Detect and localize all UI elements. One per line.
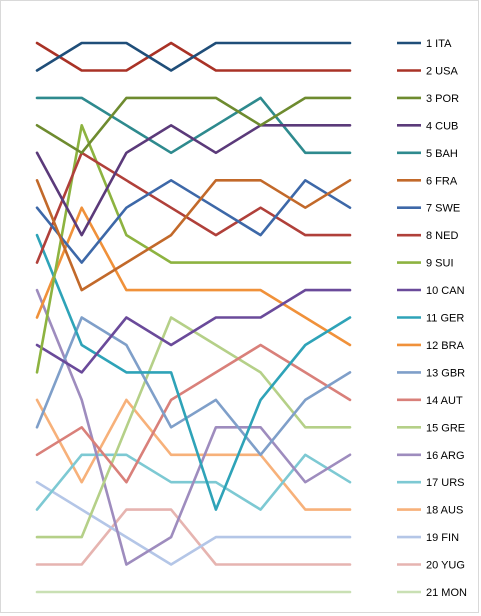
legend-item: 17 URS bbox=[397, 477, 465, 489]
legend-label: 3 POR bbox=[426, 93, 459, 105]
series-line-8-ned bbox=[35, 151, 352, 264]
legend-item: 11 GER bbox=[397, 313, 464, 325]
series-line-10-can bbox=[35, 288, 352, 374]
legend-label: 6 FRA bbox=[426, 175, 458, 187]
legend-item: 8 NED bbox=[397, 230, 458, 242]
legend-item: 21 MON bbox=[397, 587, 467, 599]
series-line-9-sui bbox=[35, 124, 352, 374]
legend-item: 9 SUI bbox=[397, 258, 454, 270]
series-line-16-arg bbox=[35, 288, 352, 566]
legend-label: 16 ARG bbox=[426, 450, 465, 462]
legend-label: 20 YUG bbox=[426, 560, 465, 572]
legend-item: 20 YUG bbox=[397, 560, 465, 572]
legend-label: 14 AUT bbox=[426, 395, 463, 407]
legend-label: 1 ITA bbox=[426, 38, 452, 50]
legend-label: 12 BRA bbox=[426, 340, 465, 352]
series-line-14-aut bbox=[35, 343, 352, 484]
legend-item: 5 BAH bbox=[397, 148, 458, 160]
series-line-4-cub bbox=[35, 124, 352, 237]
legend-label: 15 GRE bbox=[426, 422, 465, 434]
legend-item: 6 FRA bbox=[397, 175, 458, 187]
legend: 1 ITA 2 USA 3 POR 4 CUB 5 BAH 6 FRA 7 SWE 8 NED… bbox=[397, 38, 467, 599]
legend-item: 15 GRE bbox=[397, 422, 465, 434]
legend-item: 19 FIN bbox=[397, 532, 459, 544]
legend-label: 19 FIN bbox=[426, 532, 459, 544]
legend-item: 7 SWE bbox=[397, 203, 460, 215]
legend-label: 11 GER bbox=[426, 313, 464, 325]
legend-label: 18 AUS bbox=[426, 505, 463, 517]
legend-item: 4 CUB bbox=[397, 120, 458, 132]
legend-item: 16 ARG bbox=[397, 450, 465, 462]
legend-label: 2 USA bbox=[426, 66, 458, 78]
legend-item: 3 POR bbox=[397, 93, 459, 105]
legend-item: 10 CAN bbox=[397, 285, 465, 297]
series-line-11-ger bbox=[35, 233, 352, 511]
legend-item: 14 AUT bbox=[397, 395, 463, 407]
series-line-19-fin bbox=[35, 480, 352, 566]
legend-label: 13 GBR bbox=[426, 367, 465, 379]
legend-item: 1 ITA bbox=[397, 38, 452, 50]
series-line-6-fra bbox=[35, 179, 352, 292]
legend-item: 18 AUS bbox=[397, 505, 463, 517]
legend-item: 2 USA bbox=[397, 66, 458, 78]
legend-label: 8 NED bbox=[426, 230, 458, 242]
series-line-20-yug bbox=[35, 508, 352, 566]
plot-area bbox=[35, 41, 352, 594]
legend-label: 10 CAN bbox=[426, 285, 465, 297]
series-line-18-aus bbox=[35, 398, 352, 511]
legend-label: 17 URS bbox=[426, 477, 465, 489]
legend-label: 7 SWE bbox=[426, 203, 460, 215]
series-line-7-swe bbox=[35, 179, 352, 264]
legend-label: 21 MON bbox=[426, 587, 467, 599]
series-line-13-gbr bbox=[35, 316, 352, 457]
series-line-3-por bbox=[35, 96, 352, 155]
legend-label: 9 SUI bbox=[426, 258, 454, 270]
series-line-15-gre bbox=[35, 316, 352, 539]
legend-item: 12 BRA bbox=[397, 340, 465, 352]
series-line-1-ita bbox=[35, 41, 352, 72]
legend-item: 13 GBR bbox=[397, 367, 465, 379]
legend-label: 4 CUB bbox=[426, 120, 458, 132]
legend-label: 5 BAH bbox=[426, 148, 458, 160]
